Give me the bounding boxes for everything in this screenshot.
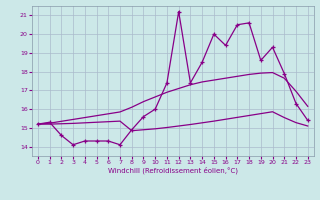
X-axis label: Windchill (Refroidissement éolien,°C): Windchill (Refroidissement éolien,°C)	[108, 167, 238, 174]
